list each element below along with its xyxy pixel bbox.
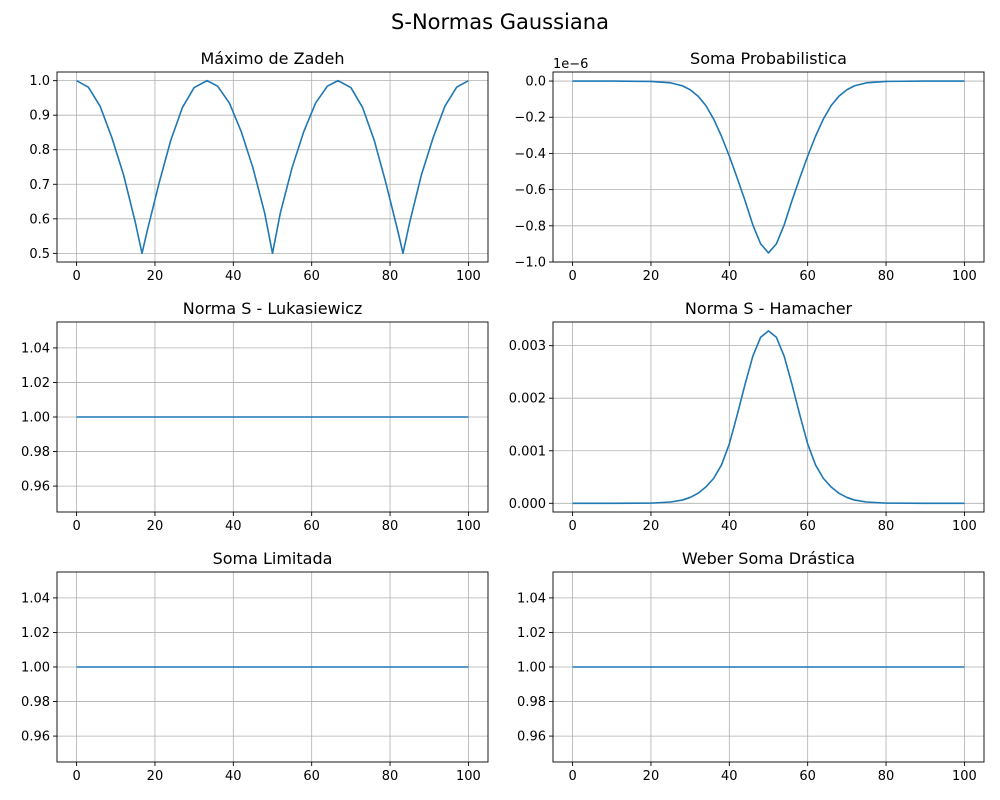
subplot-4: 0 20 40 60 80 100 0.000 0.001 0.002 0.003 Norma S …: [509, 299, 985, 534]
y-tick-label: 1.02: [21, 376, 50, 391]
subplot-title: Norma S - Lukasiewicz: [183, 299, 363, 318]
y-tick-label: −0.2: [514, 111, 546, 126]
x-tick-label: 20: [147, 769, 164, 784]
y-tick-label: 1.00: [21, 411, 50, 426]
x-tick-label: 80: [878, 519, 895, 534]
x-tick-label: 20: [643, 519, 660, 534]
x-tick-label: 100: [952, 769, 977, 784]
y-tick-label: 0.8: [29, 143, 50, 158]
subplot-title: Máximo de Zadeh: [201, 49, 345, 68]
y-tick-label: 0.98: [21, 445, 50, 460]
x-tick-label: 20: [147, 519, 164, 534]
x-tick-label: 40: [225, 269, 242, 284]
x-tick-label: 60: [799, 519, 816, 534]
x-tick-label: 80: [382, 269, 399, 284]
y-tick-label: −0.6: [514, 183, 546, 198]
x-tick-label: 20: [643, 269, 660, 284]
y-tick-label: 1.00: [21, 661, 50, 676]
y-tick-label: 0.6: [29, 212, 50, 227]
y-tick-label: 1.02: [21, 626, 50, 641]
x-tick-label: 40: [721, 519, 738, 534]
y-tick-label: 0.003: [509, 339, 546, 354]
x-tick-label: 100: [456, 269, 481, 284]
x-tick-label: 20: [147, 269, 164, 284]
figure-title: S-Normas Gaussiana: [391, 10, 609, 34]
y-tick-label: 0.98: [21, 695, 50, 710]
x-tick-label: 80: [382, 519, 399, 534]
subplot-3: 0 20 40 60 80 100 0.96 0.98 1.00 1.02 1.04 Norma S …: [21, 299, 489, 534]
x-tick-label: 80: [878, 269, 895, 284]
subplot-5: 0 20 40 60 80 100 0.96 0.98 1.00 1.02 1.04 Soma Lim…: [21, 549, 489, 784]
x-tick-label: 0: [72, 269, 80, 284]
y-tick-label: 1.04: [21, 341, 50, 356]
y-tick-label: 0.96: [517, 730, 546, 745]
y-tick-label: 0.98: [517, 695, 546, 710]
x-tick-label: 100: [952, 519, 977, 534]
axis-offset-label: 1e−6: [553, 57, 588, 72]
x-tick-label: 60: [303, 269, 320, 284]
x-tick-label: 60: [303, 519, 320, 534]
y-tick-label: 0.0: [525, 75, 546, 90]
series-line: [76, 79, 469, 255]
y-tick-label: 1.04: [21, 591, 50, 606]
x-tick-label: 100: [456, 519, 481, 534]
x-tick-label: 100: [952, 269, 977, 284]
y-tick-label: 0.5: [29, 247, 50, 262]
subplot-2: 0 20 40 60 80 100 −1.0 −0.8 −0.6 −0.4 −0.2 0.0 Soma …: [514, 49, 985, 284]
series-line: [572, 330, 965, 505]
y-tick-label: 1.0: [29, 74, 50, 89]
y-tick-label: 1.04: [517, 591, 546, 606]
y-tick-label: 0.000: [509, 497, 546, 512]
subplot-title: Soma Limitada: [213, 549, 333, 568]
axes-frame: [56, 71, 489, 263]
y-tick-label: 0.001: [509, 444, 546, 459]
y-tick-label: 0.9: [29, 109, 50, 124]
x-tick-label: 0: [72, 519, 80, 534]
subplot-title: Norma S - Hamacher: [685, 299, 853, 318]
x-tick-label: 0: [72, 769, 80, 784]
subplot-6: 0 20 40 60 80 100 0.96 0.98 1.00 1.02 1.04 Weber So…: [517, 549, 985, 784]
x-tick-label: 20: [643, 769, 660, 784]
y-tick-label: 0.7: [29, 178, 50, 193]
x-tick-label: 60: [303, 769, 320, 784]
x-tick-label: 60: [799, 769, 816, 784]
y-tick-label: −0.8: [514, 219, 546, 234]
y-tick-label: 0.002: [509, 392, 546, 407]
y-tick-label: 1.00: [517, 661, 546, 676]
y-tick-label: 1.02: [517, 626, 546, 641]
axes-frame: [552, 71, 985, 263]
y-tick-label: 0.96: [21, 730, 50, 745]
x-tick-label: 40: [225, 769, 242, 784]
y-tick-label: −1.0: [514, 256, 546, 271]
x-tick-label: 0: [568, 519, 576, 534]
x-tick-label: 40: [721, 269, 738, 284]
subplot-title: Soma Probabilistica: [690, 49, 847, 68]
x-tick-label: 60: [799, 269, 816, 284]
x-tick-label: 40: [225, 519, 242, 534]
x-tick-label: 0: [568, 269, 576, 284]
x-tick-label: 80: [878, 769, 895, 784]
x-tick-label: 80: [382, 769, 399, 784]
subplot-title: Weber Soma Drástica: [682, 549, 855, 568]
x-tick-label: 100: [456, 769, 481, 784]
axes-frame: [552, 321, 985, 513]
x-tick-label: 40: [721, 769, 738, 784]
y-tick-label: −0.4: [514, 147, 546, 162]
series-line: [572, 80, 965, 254]
y-tick-label: 0.96: [21, 480, 50, 495]
subplot-1: 0 20 40 60 80 100 0.5 0.6 0.7 0.8 0.9 1.0 Máximo de …: [29, 49, 489, 284]
x-tick-label: 0: [568, 769, 576, 784]
